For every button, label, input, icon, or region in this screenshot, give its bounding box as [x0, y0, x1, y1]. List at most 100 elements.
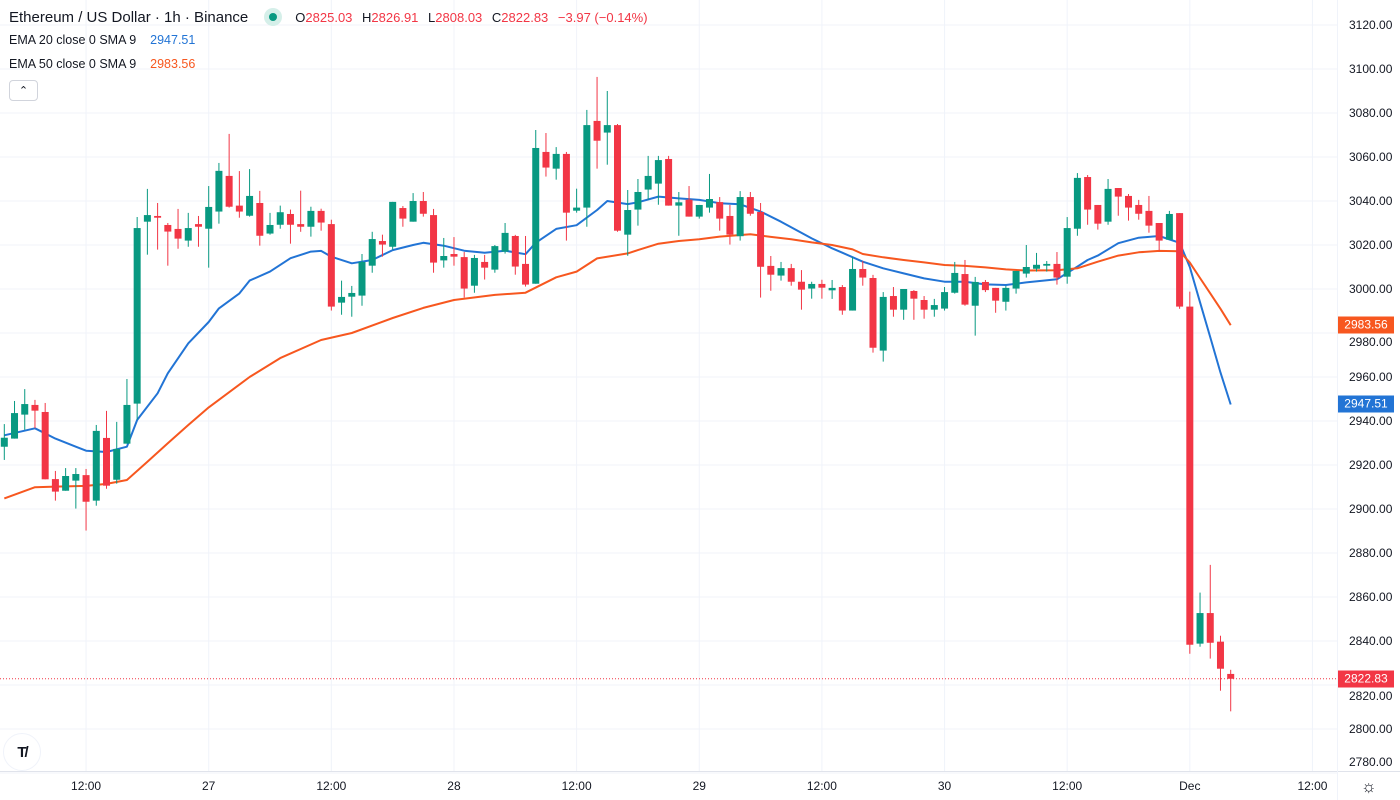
- candle-body: [511, 235, 519, 267]
- candle-body: [971, 281, 979, 306]
- candle-up: [971, 276, 979, 336]
- change-value: −3.97 (−0.14%): [557, 9, 648, 25]
- candle-body: [767, 265, 775, 275]
- symbol-row: Ethereum / US Dollar · 1h · Binance O282…: [9, 6, 648, 28]
- candle-down: [164, 223, 172, 266]
- candle-body: [72, 474, 80, 481]
- symbol-title[interactable]: Ethereum / US Dollar · 1h · Binance: [9, 8, 249, 26]
- candle-body: [154, 215, 162, 218]
- high-label: H: [362, 9, 372, 25]
- time-tick-label: 12:00: [1052, 779, 1083, 793]
- candle-up: [409, 193, 417, 222]
- time-tick-label: Dec: [1179, 779, 1201, 793]
- candle-down: [1145, 195, 1153, 233]
- gear-icon[interactable]: ☼: [1361, 777, 1377, 796]
- candle-body: [133, 228, 141, 404]
- candle-body: [1206, 613, 1214, 643]
- candle-body: [491, 246, 499, 270]
- candle-body: [1084, 177, 1092, 210]
- candle-up: [358, 254, 366, 306]
- candle-body: [501, 232, 509, 252]
- low-label: L: [428, 9, 436, 25]
- candle-body: [1002, 287, 1010, 302]
- candle-down: [818, 279, 826, 299]
- ema-line-ema50: [3, 233, 1232, 500]
- candle-down: [154, 202, 162, 250]
- candle-down: [41, 402, 49, 480]
- candle-down: [961, 259, 969, 306]
- candle-body: [174, 228, 182, 239]
- candle-down: [889, 287, 897, 317]
- market-open-dot: [269, 13, 278, 21]
- candle-body: [797, 281, 805, 290]
- candle-body: [31, 404, 39, 411]
- candle-up: [849, 257, 857, 311]
- candle-up: [695, 204, 703, 219]
- candle-body: [1135, 204, 1143, 214]
- candle-down: [869, 274, 877, 353]
- candle-body: [1145, 210, 1153, 226]
- candle-up: [583, 109, 591, 227]
- candle-up: [705, 173, 713, 213]
- candle-up: [573, 188, 581, 213]
- price-tick-label: 2920.00: [1349, 458, 1393, 472]
- candle-body: [1022, 267, 1030, 274]
- candle-body: [235, 205, 243, 212]
- indicator-ema50[interactable]: EMA 50 close 0 SMA 9 2983.56: [9, 52, 648, 76]
- candle-body: [685, 199, 693, 217]
- candle-body: [317, 210, 325, 223]
- indicator-label: EMA 20 close 0 SMA 9: [9, 33, 137, 47]
- candle-body: [849, 268, 857, 311]
- candle-down: [1155, 223, 1163, 251]
- price-tick-label: 2800.00: [1349, 722, 1393, 736]
- candle-down: [1094, 204, 1102, 230]
- candle-down: [481, 254, 489, 280]
- candle-body: [869, 278, 877, 348]
- candle-down: [450, 237, 458, 266]
- candle-body: [1125, 195, 1132, 208]
- ohlc-values: O2825.03 H2826.91 L2808.03 C2822.83 −3.9…: [295, 10, 647, 25]
- candle-body: [82, 475, 90, 502]
- close-value: 2822.83: [501, 9, 549, 25]
- candle-body: [123, 404, 131, 444]
- candle-body: [542, 151, 550, 168]
- candle-down: [593, 76, 601, 169]
- candle-down: [327, 219, 335, 311]
- candle-body: [103, 437, 110, 486]
- candle-down: [522, 235, 530, 287]
- candle-body: [1186, 306, 1194, 645]
- candle-body: [286, 213, 294, 225]
- candle-down: [1227, 669, 1235, 712]
- candle-up: [1033, 252, 1041, 272]
- candle-body: [205, 206, 213, 229]
- tradingview-logo[interactable]: T/: [3, 733, 41, 771]
- candle-body: [808, 283, 816, 289]
- low-value: 2808.03: [435, 9, 483, 25]
- close-label: C: [491, 9, 502, 25]
- candle-body: [951, 272, 959, 293]
- candle-body: [1165, 213, 1173, 240]
- candle-down: [716, 197, 724, 231]
- candle-up: [11, 400, 19, 439]
- candle-body: [113, 448, 121, 480]
- candle-down: [614, 124, 621, 232]
- time-tick-label: 12:00: [1297, 779, 1328, 793]
- candle-body: [838, 287, 846, 311]
- indicator-value: 2983.56: [150, 57, 196, 71]
- indicator-ema20[interactable]: EMA 20 close 0 SMA 9 2947.51: [9, 28, 648, 52]
- indicator-label: EMA 50 close 0 SMA 9: [9, 57, 137, 71]
- candle-body: [1053, 263, 1061, 278]
- candle-body: [51, 479, 59, 492]
- candle-body: [777, 268, 785, 276]
- price-tick-label: 2960.00: [1349, 370, 1393, 384]
- candle-body: [1033, 264, 1041, 269]
- candle-body: [900, 289, 908, 310]
- candle-body: [859, 268, 867, 278]
- candle-up: [72, 468, 80, 509]
- candle-up: [123, 378, 131, 444]
- market-status-icon[interactable]: [264, 8, 283, 26]
- collapse-legend-button[interactable]: ⌃: [9, 80, 38, 101]
- candle-body: [716, 202, 724, 219]
- price-tick-label: 2780.00: [1349, 755, 1393, 769]
